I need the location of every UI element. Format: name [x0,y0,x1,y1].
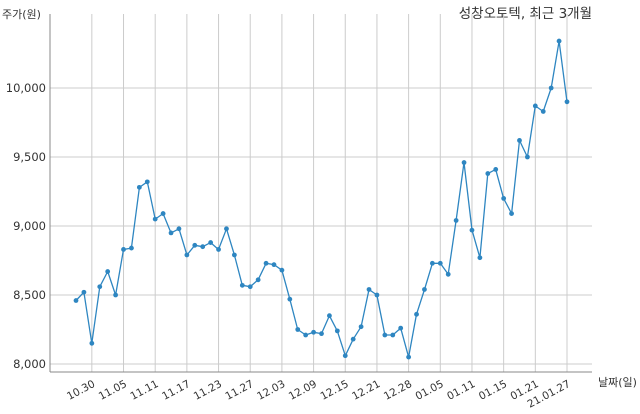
x-tick-label: 01.11 [445,378,477,403]
data-point [239,282,245,288]
x-tick-label: 11.17 [160,378,192,403]
data-point [469,227,475,233]
x-tick-label: 01.15 [477,378,509,403]
data-point [311,329,316,335]
x-tick-label: 12.15 [318,378,350,403]
data-point [144,179,150,185]
data-point [287,296,293,302]
data-point [358,324,364,330]
data-point [485,171,491,176]
data-point [509,211,514,216]
data-point [303,332,309,338]
data-point [437,260,443,266]
data-point [192,242,198,248]
data-point [334,328,340,334]
data-point [184,252,190,258]
y-tick-label: 9,500 [13,150,46,164]
data-point [263,260,269,266]
data-point [398,325,404,331]
chart-title: 성창오토텍, 최근 3개월 [459,6,592,22]
data-point [176,226,182,232]
data-point [73,298,79,303]
data-point [390,332,396,338]
x-axis-label: 날짜(일) [598,375,637,389]
data-point [89,340,95,346]
data-point [382,332,388,338]
data-point [501,196,507,201]
y-axis-label: 주가(원) [2,8,41,21]
data-point [105,269,111,274]
y-tick-label: 8,000 [13,357,46,371]
data-point [279,267,285,273]
x-tick-label: 11.05 [97,378,129,403]
data-point [160,211,166,216]
data-point [493,167,499,172]
data-point [231,252,237,258]
data-point [564,99,570,105]
data-point [255,277,261,283]
y-tick-labels: 8,000 8,500 9,000 9,500 10,000 [6,81,46,371]
x-tick-label: 10.30 [65,378,97,403]
data-point [406,354,412,360]
x-tick-label: 11.23 [192,378,224,403]
data-point [366,287,372,292]
data-point [121,247,126,252]
x-gridlines [91,14,568,372]
data-point [342,353,348,359]
data-point [136,184,142,190]
data-point [208,240,214,245]
data-point [97,284,103,290]
x-tick-label: 12.21 [350,378,382,403]
x-tick-label: 12.03 [255,378,287,403]
data-point [556,38,562,44]
data-point [422,287,427,292]
data-point [414,311,419,317]
data-point [319,331,324,337]
axes [49,14,592,373]
x-tick-label: 12.09 [287,378,319,403]
price-series [73,38,570,360]
data-point [540,109,546,114]
data-point [350,336,356,342]
data-point [477,255,483,261]
data-point [525,154,530,160]
x-tick-labels: 10.30 11.05 11.11 11.17 11.23 11.27 12.03 12.09… [65,378,572,411]
data-point [429,260,435,266]
data-point [152,216,158,222]
data-point [374,292,380,298]
data-point [168,230,174,236]
x-tick-label: 11.27 [223,378,255,403]
data-point [216,247,221,252]
y-gridlines [50,87,592,365]
data-point [532,103,538,109]
data-point [113,292,118,298]
data-point [461,160,467,165]
data-point [271,262,277,268]
data-point [548,85,554,91]
data-point [247,284,253,290]
x-tick-label: 11.11 [128,378,160,403]
data-point [445,271,451,277]
data-point [453,218,459,223]
y-tick-label: 8,500 [13,288,46,302]
x-tick-label: 01.05 [414,378,446,403]
data-point [327,313,332,319]
data-point [129,245,134,251]
y-tick-label: 9,000 [13,219,46,233]
y-tick-label: 10,000 [6,81,46,95]
data-point [81,289,87,295]
data-point [517,138,522,143]
data-point [200,244,206,250]
x-tick-label: 12.28 [382,378,414,403]
data-point [224,226,229,232]
data-point [295,327,301,332]
